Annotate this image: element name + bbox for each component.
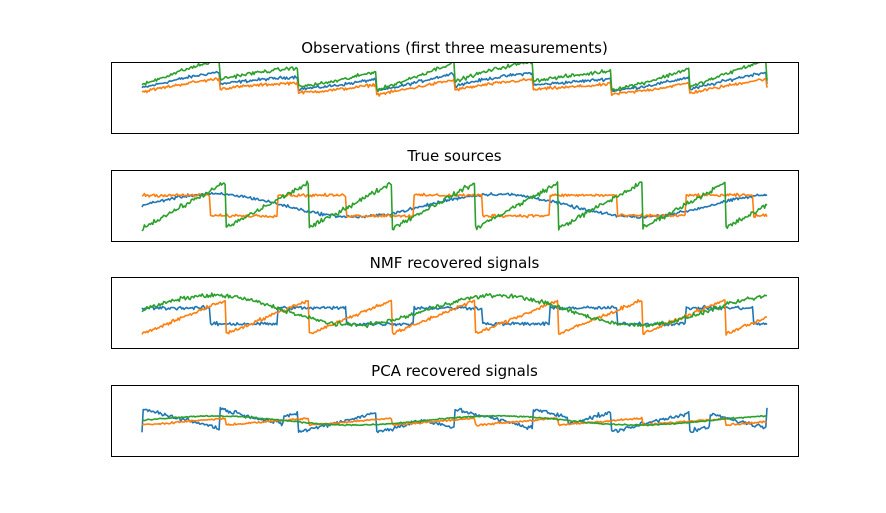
series-line-3 <box>141 63 768 93</box>
axes-frame <box>111 277 799 349</box>
subplot-1: Observations (first three measurements) <box>111 39 799 134</box>
subplot-3: NMF recovered signals <box>111 254 799 349</box>
axes-frame <box>111 62 799 134</box>
subplot-2: True sources <box>111 147 799 242</box>
series-line-1 <box>141 304 768 327</box>
axes-frame <box>111 385 799 457</box>
subplot-title: True sources <box>406 147 501 165</box>
subplot-title: Observations (first three measurements) <box>301 39 608 57</box>
series-line-2 <box>141 77 768 97</box>
subplot-title: PCA recovered signals <box>371 362 538 380</box>
series-line-3 <box>141 292 768 329</box>
series-line-3 <box>141 180 768 232</box>
subplot-title: NMF recovered signals <box>370 254 540 272</box>
series-line-2 <box>141 416 768 427</box>
axes-frame <box>111 170 799 242</box>
subplot-4: PCA recovered signals <box>111 362 799 457</box>
series-line-2 <box>141 299 768 336</box>
series-line-3 <box>141 414 768 427</box>
